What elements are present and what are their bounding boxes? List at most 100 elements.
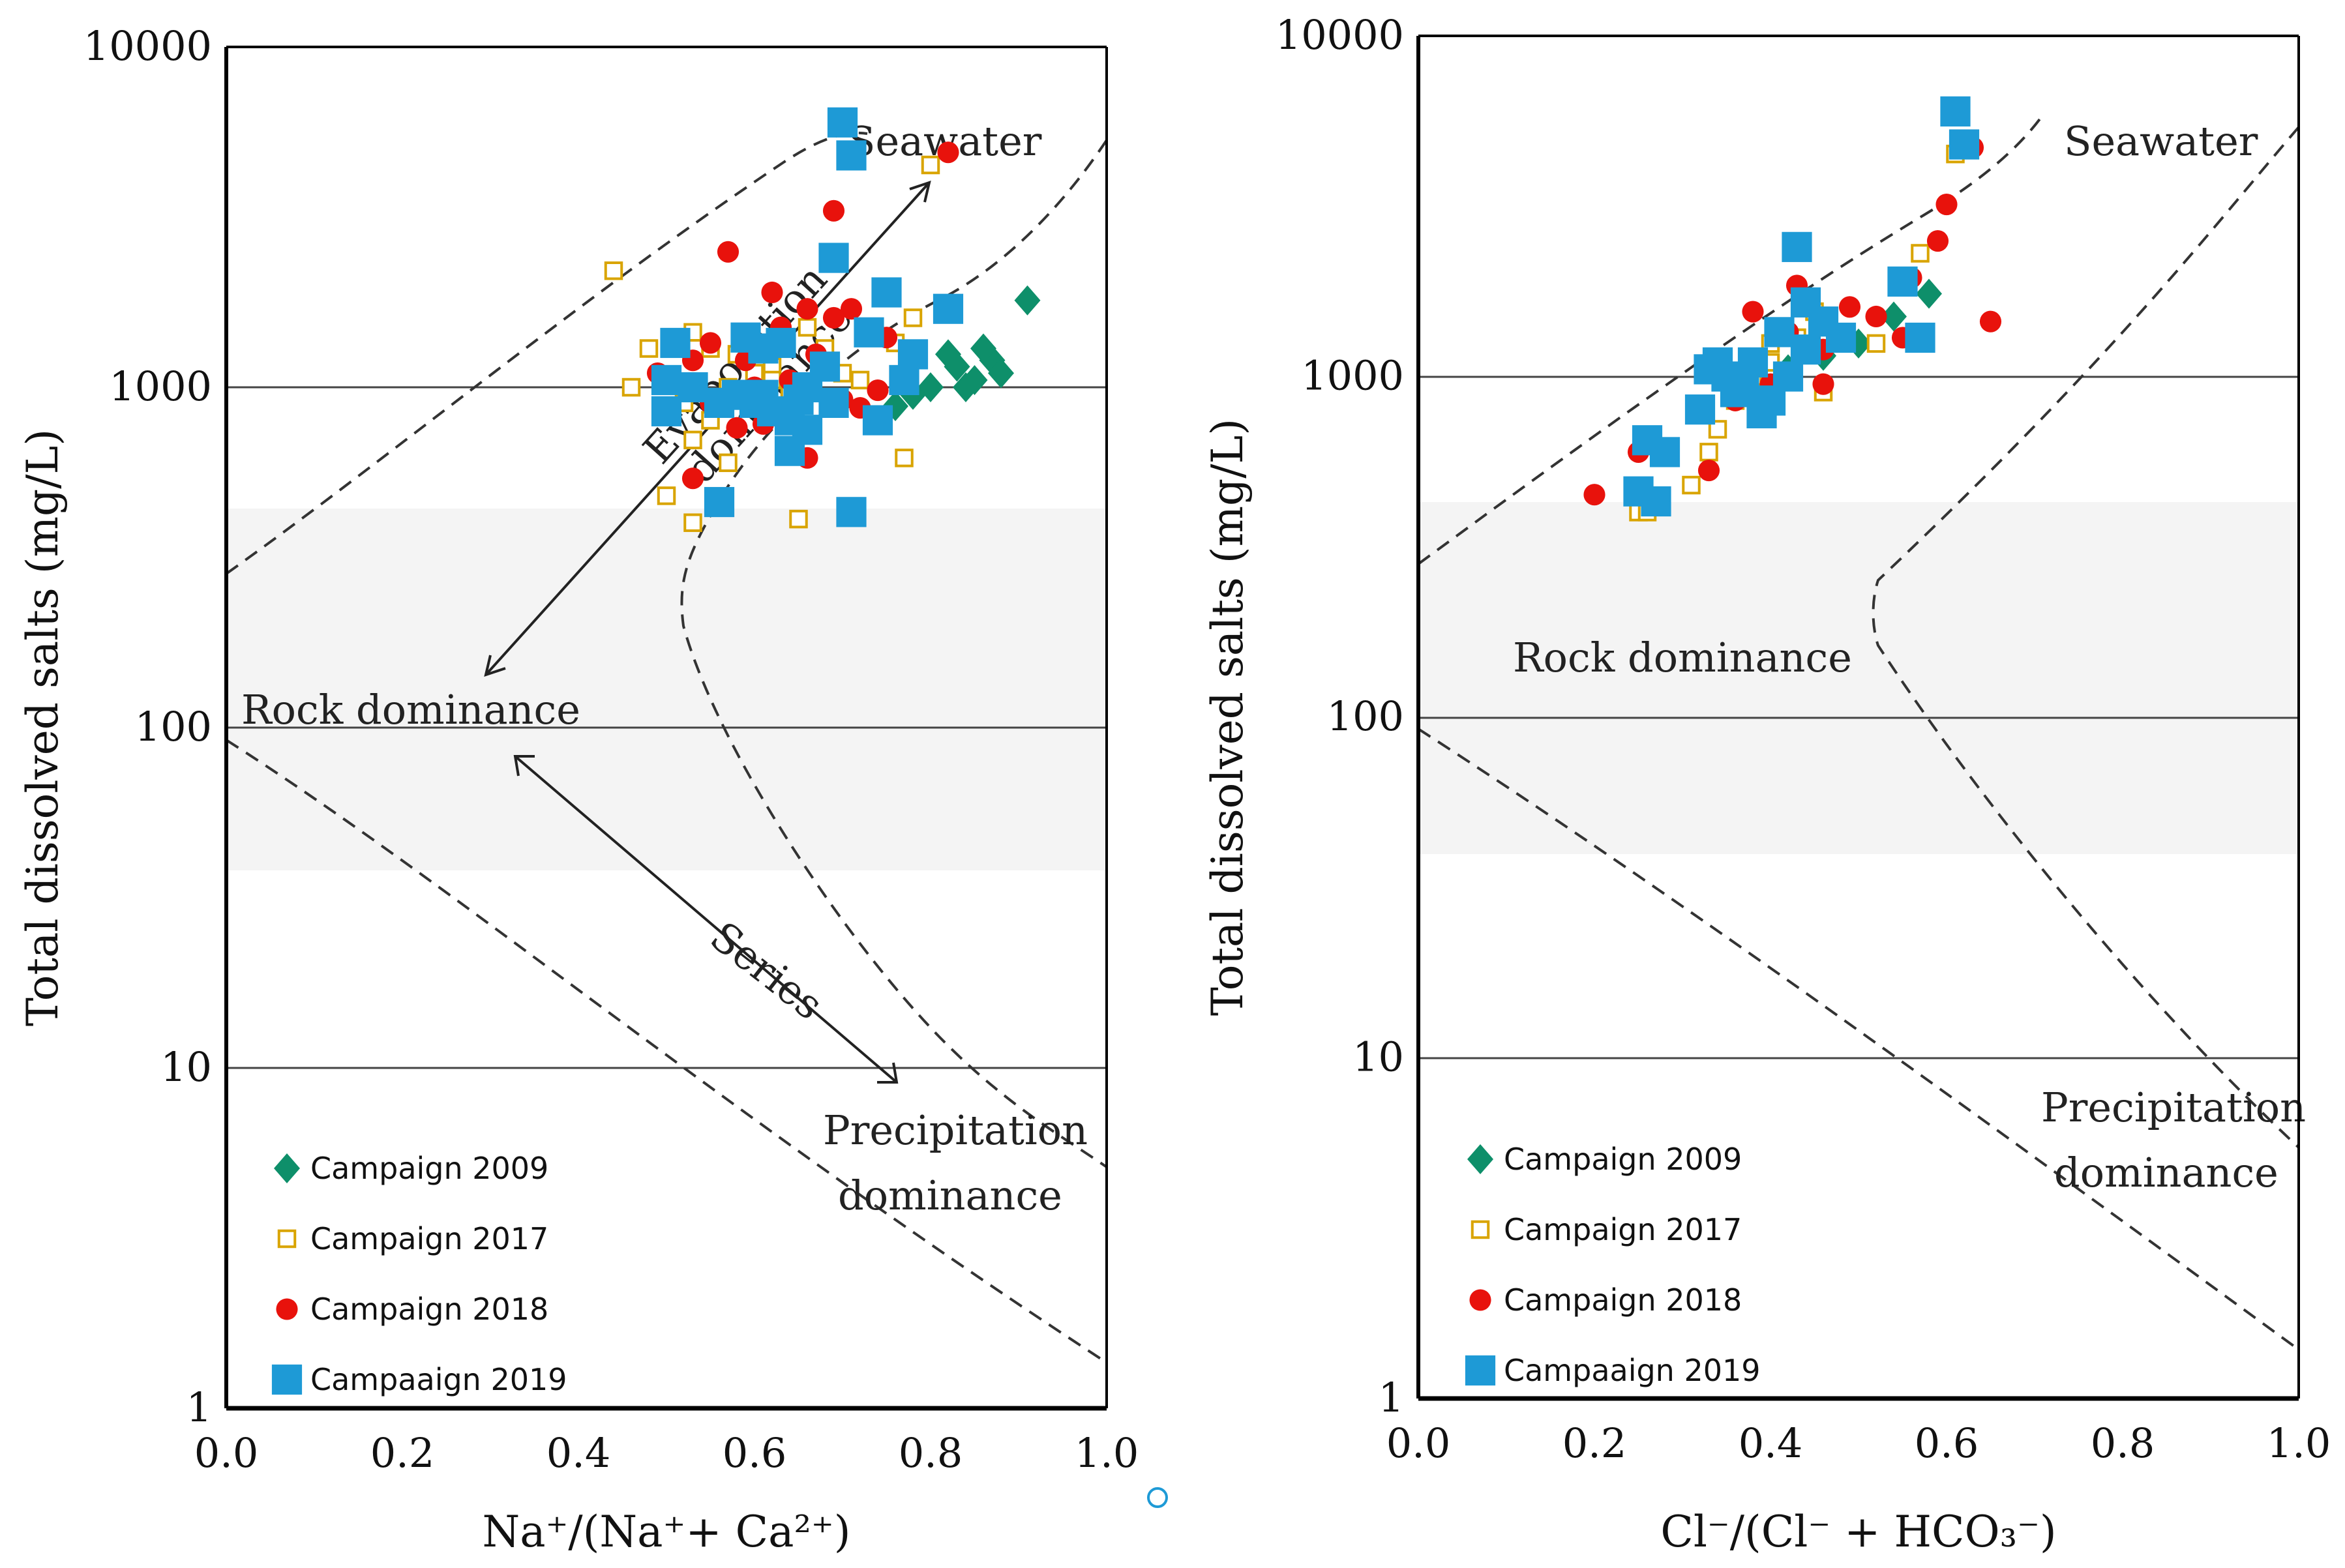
campaign-2017-point (850, 370, 870, 390)
campaign-2019-point (818, 387, 849, 418)
x-tick-label: 0.4 (1739, 1419, 1803, 1467)
campaign-2019-point (1684, 394, 1716, 425)
campaign-2017-point (683, 513, 702, 532)
campaign-2017-point (921, 155, 940, 175)
x-tick-label: 0.8 (2091, 1419, 2155, 1467)
rock-dominance-label: Rock dominance (241, 686, 580, 733)
campaign-2019-point (1940, 96, 1971, 127)
campaign-2019-point (1649, 437, 1680, 467)
campaign-2017-point (1682, 475, 1701, 495)
campaign-2019-point (1746, 398, 1777, 428)
campaign-2018-point (1935, 193, 1958, 216)
campaign-2018-point (1583, 484, 1606, 506)
legend-marker-1 (274, 1153, 300, 1183)
campaign-2017-point (657, 486, 676, 505)
campaign-2019-point (766, 327, 796, 359)
campaign-2018-point (1697, 460, 1720, 482)
right-envelope-curve (680, 139, 1108, 1168)
campaign-2018-point (1926, 230, 1949, 252)
campaign-2019-point (1764, 317, 1795, 348)
x-tick-label: 0.0 (194, 1429, 259, 1477)
x-axis-label: Cl⁻/(Cl⁻ + HCO₃⁻) (1660, 1507, 2056, 1557)
campaign-2009-point (1881, 301, 1907, 332)
campaign-2019-point (1825, 322, 1857, 353)
precipitation-dominance-label: dominance (2054, 1149, 2278, 1196)
tick-labels: 0.0 0.2 0.4 0.6 0.8 1.0 1 10 100 1000 10000 (1276, 11, 2331, 1467)
campaign-2019-point (889, 364, 919, 396)
campaign-2009-point (1916, 278, 1942, 309)
campaign-2018-point (681, 467, 704, 490)
y-tick-label: 1 (1379, 1374, 1404, 1421)
campaign-2019-point (1782, 231, 1812, 262)
lower-envelope-curve (1417, 728, 2300, 1351)
tick-labels: 0.0 0.2 0.4 0.6 0.8 1.0 1 10 100 1000 10000 (83, 22, 1139, 1477)
legend-label: Campaaign 2019 (310, 1362, 567, 1397)
campaign-2018-point (1812, 373, 1834, 395)
campaign-2018-point (822, 306, 845, 329)
x-tick-label: 0.8 (899, 1429, 963, 1477)
campaign-2018-point (1979, 310, 2002, 333)
campaign-2019-point (1772, 361, 1804, 392)
y-tick-label: 1 (187, 1383, 212, 1431)
campaign-2017-point (621, 377, 641, 397)
legend: Campaign 2009 Campaign 2017 Campaign 2018 C… (1465, 1142, 1761, 1388)
campaign-2019-point (871, 277, 902, 308)
campaign-2018-point (796, 298, 818, 320)
right-envelope-curve (1872, 126, 2300, 1149)
series-label: Series (702, 912, 832, 1029)
rock-dominance-band (226, 509, 1107, 870)
y-tick-label: 100 (1327, 692, 1404, 740)
y-axis-label: Total dissolved salts (mg/L) (1202, 419, 1253, 1016)
rock-dominance-label: Rock dominance (1513, 634, 1852, 681)
legend-marker-2 (1471, 1220, 1490, 1239)
gridlines (1418, 376, 2299, 1059)
upper-envelope-curve (1417, 116, 2042, 565)
campaign-2009-point (953, 372, 979, 402)
y-tick-label: 10000 (1276, 11, 1404, 59)
x-axis-label: Na⁺/(Na⁺+ Ca²⁺) (482, 1507, 850, 1557)
campaign-2019-point (783, 384, 814, 415)
x-tick-label: 1.0 (1075, 1429, 1139, 1477)
seawater-label: Seawater (2064, 117, 2258, 165)
lower-envelope-curve (225, 739, 1108, 1364)
x-tick-label: 0.4 (546, 1429, 611, 1477)
legend-marker-3 (1469, 1289, 1491, 1311)
campaign-2019-point (660, 327, 691, 359)
campaign-2017-point (639, 339, 659, 358)
campaign-2019-point (1641, 486, 1671, 517)
campaign-2019-point (792, 415, 823, 445)
campaign-2019-point (721, 379, 753, 410)
campaign-2018-point (937, 141, 959, 164)
campaign-2019-point (836, 140, 867, 171)
y-tick-label: 10 (160, 1043, 212, 1091)
campaign-2019-point (651, 364, 682, 396)
y-tick-label: 1000 (109, 362, 212, 410)
campaign-2009-point (970, 333, 996, 364)
campaign-2009-point (1014, 285, 1041, 316)
campaign-2017-point (604, 261, 623, 280)
campaign-2017-point (1699, 443, 1718, 462)
campaign-2018-point (867, 379, 889, 402)
legend-label: Campaign 2009 (310, 1151, 548, 1186)
rock-dominance-band (1418, 502, 2299, 854)
campaign-2009-point (988, 358, 1014, 389)
campaign-2019-point (1729, 369, 1759, 400)
campaign-2017-point (798, 318, 817, 337)
campaign-2019-point (704, 486, 735, 518)
y-tick-label: 10000 (83, 22, 212, 70)
legend-marker-4 (1465, 1355, 1496, 1386)
legend-label: Campaign 2009 (1504, 1142, 1742, 1177)
campaign-2018-point (822, 200, 845, 222)
campaign-2019-point (678, 372, 708, 403)
campaign-2017-point (1911, 244, 1930, 263)
y-tick-label: 100 (135, 703, 212, 750)
campaign-2019-point (933, 293, 964, 324)
data-points (1583, 96, 2002, 522)
legend-label: Campaaign 2019 (1504, 1353, 1761, 1388)
legend-marker-2 (277, 1229, 297, 1249)
campaign-2017-point (903, 308, 923, 327)
campaign-2019-point (1905, 322, 1935, 353)
series-arrow (513, 755, 899, 1084)
legend-label: Campaign 2018 (310, 1292, 548, 1327)
campaign-2019-point (818, 243, 849, 273)
